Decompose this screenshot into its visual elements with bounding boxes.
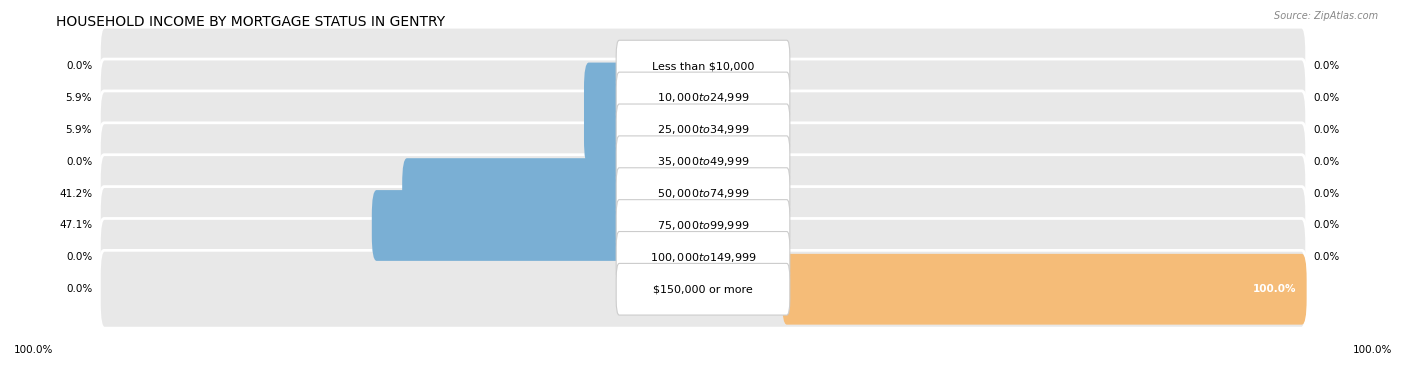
FancyBboxPatch shape — [782, 254, 1306, 325]
Text: 100.0%: 100.0% — [14, 345, 53, 355]
FancyBboxPatch shape — [371, 190, 624, 261]
Text: 5.9%: 5.9% — [66, 93, 93, 103]
Text: 0.0%: 0.0% — [66, 284, 93, 294]
Text: 0.0%: 0.0% — [66, 157, 93, 167]
FancyBboxPatch shape — [100, 250, 1306, 328]
FancyBboxPatch shape — [583, 63, 624, 133]
FancyBboxPatch shape — [100, 155, 1306, 232]
Text: 47.1%: 47.1% — [59, 220, 93, 231]
Text: $75,000 to $99,999: $75,000 to $99,999 — [657, 219, 749, 232]
FancyBboxPatch shape — [100, 123, 1306, 201]
FancyBboxPatch shape — [616, 263, 790, 315]
Text: Source: ZipAtlas.com: Source: ZipAtlas.com — [1274, 11, 1378, 21]
FancyBboxPatch shape — [616, 136, 790, 187]
Text: 41.2%: 41.2% — [59, 189, 93, 198]
Text: 0.0%: 0.0% — [1313, 189, 1340, 198]
FancyBboxPatch shape — [100, 218, 1306, 296]
Text: $50,000 to $74,999: $50,000 to $74,999 — [657, 187, 749, 200]
FancyBboxPatch shape — [100, 27, 1306, 105]
Legend: Without Mortgage, With Mortgage: Without Mortgage, With Mortgage — [578, 377, 828, 378]
Text: 0.0%: 0.0% — [1313, 125, 1340, 135]
FancyBboxPatch shape — [616, 104, 790, 156]
FancyBboxPatch shape — [616, 200, 790, 251]
Text: $25,000 to $34,999: $25,000 to $34,999 — [657, 123, 749, 136]
Text: 0.0%: 0.0% — [1313, 93, 1340, 103]
Text: 0.0%: 0.0% — [1313, 253, 1340, 262]
FancyBboxPatch shape — [616, 72, 790, 124]
Text: $35,000 to $49,999: $35,000 to $49,999 — [657, 155, 749, 168]
FancyBboxPatch shape — [616, 40, 790, 92]
Text: 0.0%: 0.0% — [66, 253, 93, 262]
Text: 5.9%: 5.9% — [66, 125, 93, 135]
Text: $150,000 or more: $150,000 or more — [654, 284, 752, 294]
Text: 0.0%: 0.0% — [1313, 220, 1340, 231]
FancyBboxPatch shape — [616, 232, 790, 283]
Text: 100.0%: 100.0% — [1353, 345, 1392, 355]
Text: $100,000 to $149,999: $100,000 to $149,999 — [650, 251, 756, 264]
Text: $10,000 to $24,999: $10,000 to $24,999 — [657, 91, 749, 104]
Text: 100.0%: 100.0% — [1253, 284, 1296, 294]
Text: 0.0%: 0.0% — [1313, 157, 1340, 167]
FancyBboxPatch shape — [100, 187, 1306, 264]
FancyBboxPatch shape — [583, 94, 624, 165]
FancyBboxPatch shape — [616, 168, 790, 219]
Text: Less than $10,000: Less than $10,000 — [652, 61, 754, 71]
FancyBboxPatch shape — [402, 158, 624, 229]
FancyBboxPatch shape — [100, 59, 1306, 137]
Text: 0.0%: 0.0% — [66, 61, 93, 71]
Text: 0.0%: 0.0% — [1313, 61, 1340, 71]
Text: HOUSEHOLD INCOME BY MORTGAGE STATUS IN GENTRY: HOUSEHOLD INCOME BY MORTGAGE STATUS IN G… — [56, 15, 446, 29]
FancyBboxPatch shape — [100, 91, 1306, 169]
